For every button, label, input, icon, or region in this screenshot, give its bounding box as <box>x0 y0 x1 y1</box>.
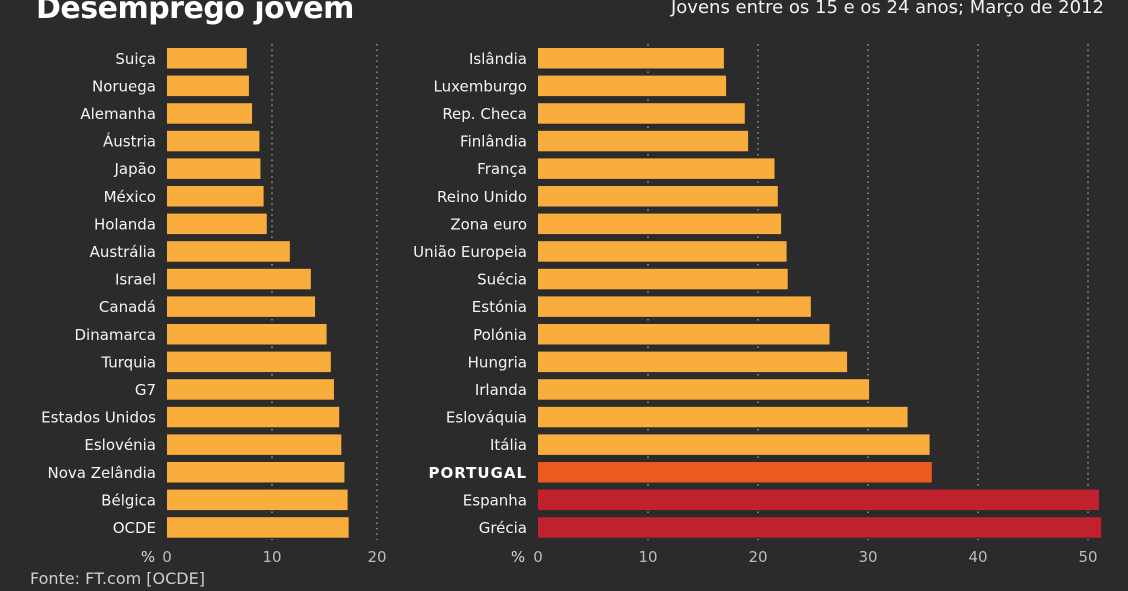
category-label: PORTUGAL <box>428 464 527 482</box>
category-label: Japão <box>113 160 156 178</box>
category-label: Hungria <box>468 353 527 371</box>
category-label: União Europeia <box>413 243 527 261</box>
bar-uniao-europeia <box>538 241 787 262</box>
category-label: Reino Unido <box>437 188 527 206</box>
tick-label: 0 <box>533 548 543 566</box>
category-label: Estónia <box>472 298 527 316</box>
category-label: México <box>104 188 156 206</box>
tick-label: 0 <box>162 548 172 566</box>
bar-espanha <box>538 489 1099 511</box>
category-label: Grécia <box>479 519 527 537</box>
category-label: França <box>477 160 527 178</box>
category-label: Eslovénia <box>84 436 156 454</box>
bar-noruega <box>167 75 249 97</box>
tick-label: 50 <box>1078 548 1097 566</box>
bar-belgica <box>167 489 348 511</box>
source-note: Fonte: FT.com [OCDE] <box>30 569 205 588</box>
bar-japao <box>167 158 261 179</box>
bar-alemanha <box>167 103 253 124</box>
unit-label: % <box>141 548 155 566</box>
bar-ocde <box>167 517 349 538</box>
category-label: Canadá <box>99 298 156 316</box>
tick-label: 40 <box>968 548 987 566</box>
bar-finlandia <box>538 130 749 152</box>
bar-irlanda <box>538 379 870 400</box>
unit-label: % <box>511 548 525 566</box>
bar-holanda <box>167 213 267 235</box>
category-label: Zona euro <box>450 215 527 233</box>
category-label: OCDE <box>113 519 156 537</box>
tick-label: 20 <box>367 548 386 566</box>
bar-g7 <box>167 379 334 400</box>
category-label: Polónia <box>473 326 527 344</box>
category-label: Nova Zelândia <box>48 464 157 482</box>
category-label: Bélgica <box>101 491 156 509</box>
tick-label: 20 <box>748 548 767 566</box>
category-label: Israel <box>115 271 156 289</box>
bar-israel <box>167 268 311 290</box>
bar-polonia <box>538 324 830 345</box>
bar-rep-checa <box>538 103 745 124</box>
category-label: Estados Unidos <box>41 409 156 427</box>
bar-suecia <box>538 268 788 290</box>
category-label: G7 <box>135 381 156 399</box>
bar-nova-zelandia <box>167 462 345 483</box>
bar-portugal <box>538 462 932 483</box>
category-label: Suécia <box>477 271 527 289</box>
bar-turquia <box>167 351 331 373</box>
bar-islandia <box>538 48 724 69</box>
bar-canada <box>167 296 316 317</box>
bar-estonia <box>538 296 811 317</box>
bar-franca <box>538 158 775 179</box>
bar-eslovaquia <box>538 406 908 428</box>
category-label: Irlanda <box>475 381 527 399</box>
bar-dinamarca <box>167 324 327 345</box>
category-label: Rep. Checa <box>442 105 527 123</box>
bar-suica <box>167 48 247 69</box>
chart-subtitle: Jovens entre os 15 e os 24 anos; Março d… <box>670 0 1104 18</box>
category-label: Eslováquia <box>446 409 527 427</box>
category-label: Austrália <box>90 243 156 261</box>
bar-italia <box>538 434 930 455</box>
category-label: Luxemburgo <box>434 77 528 95</box>
category-label: Noruega <box>92 77 156 95</box>
bar-estados-unidos <box>167 406 340 428</box>
bar-grecia <box>538 517 1102 538</box>
category-label: Islândia <box>469 50 527 68</box>
tick-label: 10 <box>262 548 281 566</box>
category-label: Turquia <box>100 353 156 371</box>
bar-hungria <box>538 351 848 373</box>
category-label: Finlândia <box>460 133 527 151</box>
category-label: Alemanha <box>80 105 156 123</box>
category-label: Dinamarca <box>75 326 157 344</box>
chart-title: Desemprego jovem <box>36 0 354 26</box>
bar-reino-unido <box>538 186 778 207</box>
bar-australia <box>167 241 290 262</box>
bar-mexico <box>167 186 264 207</box>
bar-luxemburgo <box>538 75 727 97</box>
bar-austria <box>167 130 260 152</box>
category-label: Holanda <box>94 215 156 233</box>
category-label: Suiça <box>115 50 156 68</box>
bar-zona-euro <box>538 213 782 235</box>
category-label: Áustria <box>103 132 156 151</box>
category-label: Itália <box>490 436 527 454</box>
tick-label: 30 <box>858 548 877 566</box>
category-label: Espanha <box>463 491 527 509</box>
bar-eslovenia <box>167 434 342 455</box>
tick-label: 10 <box>638 548 657 566</box>
